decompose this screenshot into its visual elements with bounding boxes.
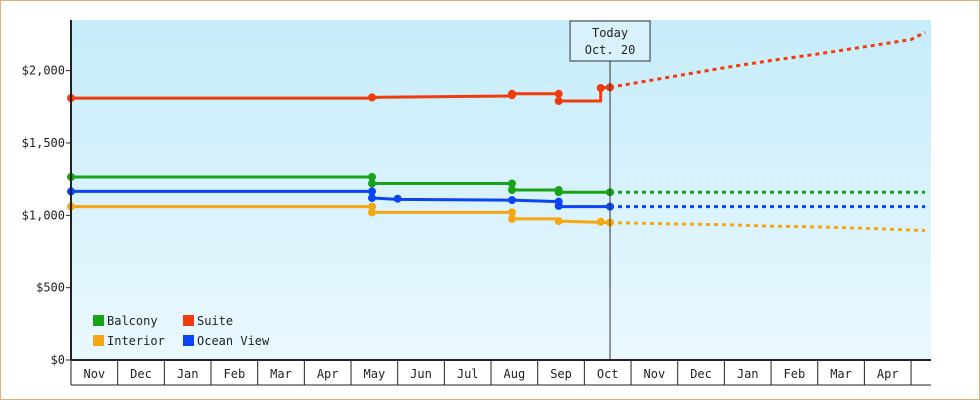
data-point-suite[interactable] (368, 93, 376, 102)
y-tick-label: $500 (36, 281, 65, 295)
legend: Balcony Suite Interior Ocean View (93, 314, 270, 348)
data-point-balcony[interactable] (508, 179, 516, 188)
x-tick-label: Nov (83, 367, 105, 381)
data-point-ocean-view[interactable] (368, 194, 376, 202)
series-suite (67, 30, 926, 105)
legend-item-suite[interactable]: Suite (183, 314, 233, 328)
data-point-balcony[interactable] (368, 179, 376, 188)
legend-item-ocean-view[interactable]: Ocean View (183, 334, 270, 348)
legend-swatch (183, 315, 194, 326)
y-tick-label: $2,000 (22, 64, 65, 78)
x-tick-label: Mar (270, 367, 292, 381)
legend-label: Interior (107, 334, 165, 348)
x-tick-label: Mar (830, 367, 852, 381)
data-point-interior[interactable] (508, 208, 516, 217)
x-tick-label: Jan (177, 367, 199, 381)
x-tick-label: Jul (457, 367, 479, 381)
data-point-interior[interactable] (554, 217, 563, 226)
data-point-interior[interactable] (596, 217, 605, 226)
legend-label: Ocean View (197, 334, 270, 348)
x-tick-label: Dec (690, 367, 712, 381)
today-callout: Today Oct. 20 (569, 20, 651, 62)
data-point-ocean-view[interactable] (554, 201, 563, 210)
series-balcony (67, 173, 926, 197)
x-tick-label: Jan (737, 367, 759, 381)
x-tick-label: Jun (410, 367, 432, 381)
x-tick-label: Feb (784, 367, 806, 381)
legend-label: Balcony (107, 314, 158, 328)
data-point-balcony[interactable] (508, 186, 516, 194)
data-point-ocean-view[interactable] (368, 187, 376, 196)
legend-item-balcony[interactable]: Balcony (93, 314, 158, 328)
legend-label: Suite (197, 314, 233, 328)
x-tick-label: Sep (550, 367, 572, 381)
data-point-interior[interactable] (368, 208, 376, 217)
series-interior (67, 202, 926, 232)
x-tick-label: Oct (597, 367, 619, 381)
today-label: Today (592, 26, 628, 40)
data-point-ocean-view[interactable] (508, 196, 516, 205)
x-tick-label: Nov (644, 367, 666, 381)
legend-swatch (93, 335, 104, 346)
x-tick-label: Dec (130, 367, 152, 381)
today-box (569, 20, 651, 62)
x-tick-label: Apr (877, 367, 899, 381)
y-tick-label: $0 (51, 353, 65, 367)
x-axis: Nov Dec Jan Feb Mar Apr May Jun Jul Aug Sep Oct Nov D… (70, 359, 931, 386)
x-tick-label: Feb (224, 367, 246, 381)
forecast-line-interior (609, 221, 926, 232)
x-tick-label: Apr (317, 367, 339, 381)
legend-item-interior[interactable]: Interior (93, 334, 165, 348)
data-point-interior[interactable] (368, 202, 376, 211)
today-date: Oct. 20 (585, 43, 636, 57)
forecast-line-suite (609, 30, 926, 89)
data-point-suite[interactable] (596, 84, 605, 92)
x-tick-label: May (364, 367, 386, 381)
x-tick-label: Aug (504, 367, 526, 381)
data-point-balcony[interactable] (554, 188, 563, 197)
y-tick-label: $1,500 (22, 136, 65, 150)
data-point-suite[interactable] (508, 89, 516, 98)
legend-swatch (183, 335, 194, 346)
series-layer (67, 30, 926, 232)
data-point-ocean-view[interactable] (393, 194, 402, 203)
legend-swatch (93, 315, 104, 326)
data-point-suite[interactable] (554, 89, 563, 98)
y-tick-label: $1,000 (22, 208, 65, 222)
y-axis: $0 $500 $1,000 $1,500 $2,000 (22, 20, 72, 367)
data-point-interior[interactable] (508, 214, 516, 223)
data-point-balcony[interactable] (368, 173, 376, 181)
data-point-suite[interactable] (554, 97, 563, 105)
